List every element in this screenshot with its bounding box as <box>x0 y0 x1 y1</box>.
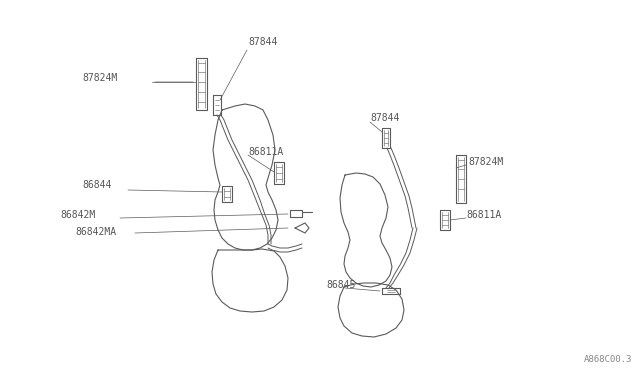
Text: 87844: 87844 <box>248 37 277 47</box>
Text: 87844: 87844 <box>370 113 399 123</box>
Text: 86811A: 86811A <box>466 210 501 220</box>
Text: 86842M: 86842M <box>60 210 95 220</box>
Text: 86845: 86845 <box>326 280 355 290</box>
Text: 87824M: 87824M <box>82 73 117 83</box>
Text: 87824M: 87824M <box>468 157 503 167</box>
Text: 86844: 86844 <box>82 180 111 190</box>
Text: A868C00.3: A868C00.3 <box>584 355 632 364</box>
Text: 86811A: 86811A <box>248 147 284 157</box>
Text: 86842MA: 86842MA <box>75 227 116 237</box>
